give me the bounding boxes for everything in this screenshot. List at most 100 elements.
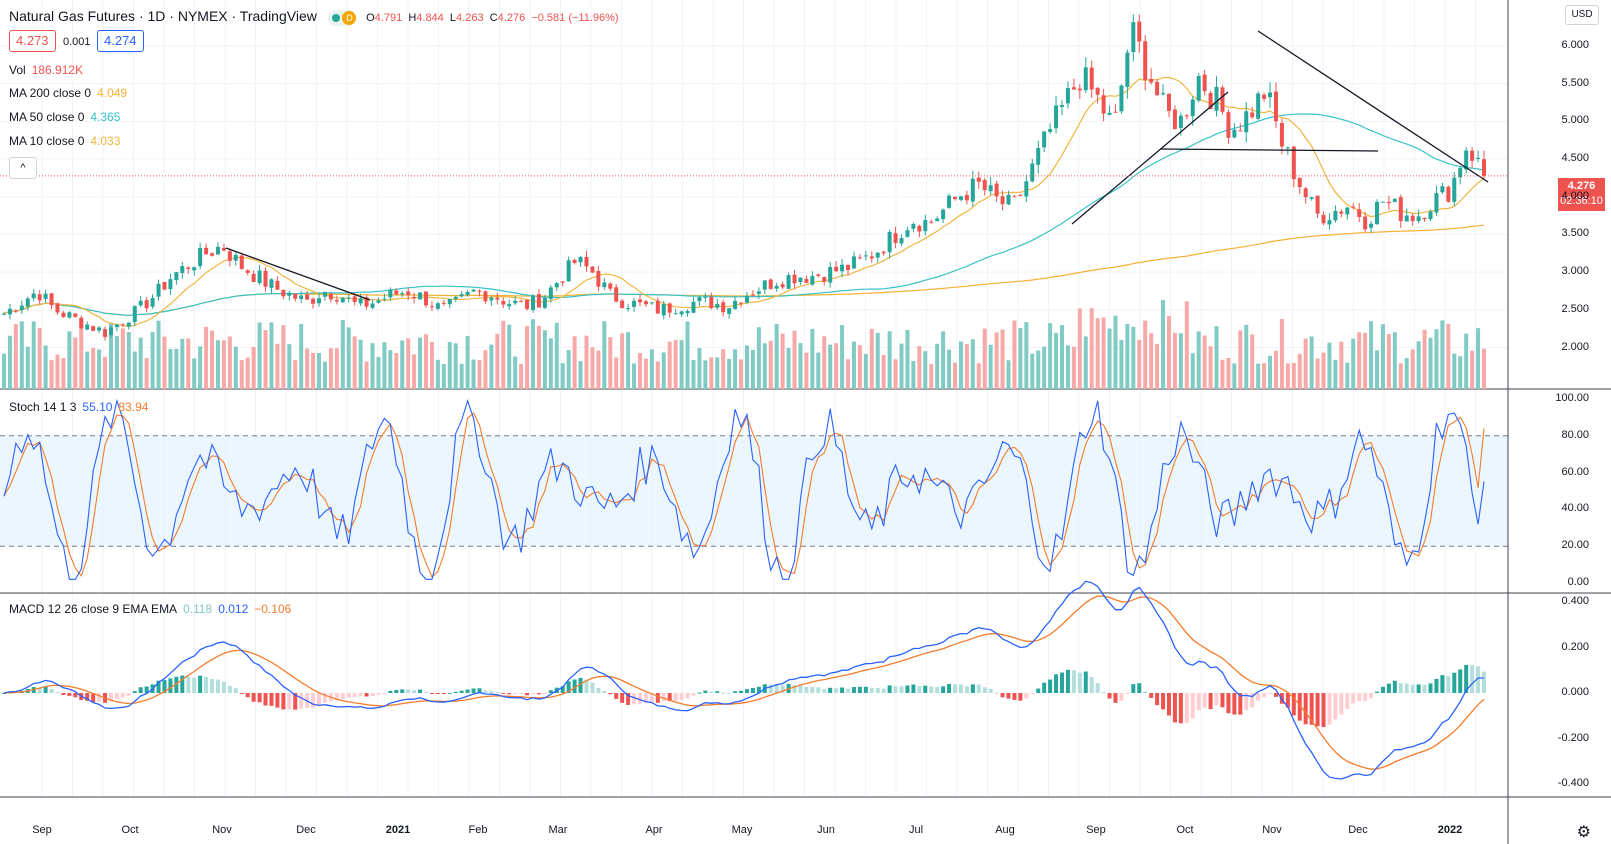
macd-tick-label: 0.400 [1561,595,1589,607]
candle-body [37,294,42,301]
candle-body [1220,87,1225,112]
macd-histogram-bar [1291,693,1296,716]
volume-bar [1369,321,1374,389]
volume-bar [578,361,583,389]
volume-bar [1238,330,1243,389]
stoch-legend[interactable]: Stoch 14 1 3 55.10 83.94 [9,400,149,414]
volume-bar [126,332,131,389]
volume-legend[interactable]: Vol 186.912K [9,63,84,77]
macd-histogram-bar [198,675,203,693]
candle-body [1375,201,1380,225]
symbol-title[interactable]: Natural Gas Futures · 1D · NYMEX · Tradi… [9,8,317,24]
candle-body [1196,75,1201,101]
ma200-legend[interactable]: MA 200 close 0 4.049 [9,86,128,100]
ma50-legend[interactable]: MA 50 close 0 4.365 [9,110,121,124]
candle-body [548,287,553,300]
volume-bar [13,324,18,389]
volume-bar [536,325,541,389]
volume-bar [1190,353,1195,389]
current-price-value: 4.276 [1567,180,1596,192]
volume-bar [180,338,185,389]
candle-body [1446,186,1451,202]
macd-histogram-bar [590,682,595,693]
price-tick-label: 4.000 [1561,189,1589,202]
candle-body [1416,216,1421,221]
sell-price-button[interactable]: 4.273 [9,30,56,52]
macd-histogram-bar [269,693,274,706]
macd-histogram-bar [97,693,102,702]
candle-body [126,322,131,327]
candle-body [923,220,928,232]
macd-histogram-bar [1166,693,1171,716]
collapse-legend-button[interactable]: ^ [9,157,37,179]
volume-bar [251,347,256,389]
macd-histogram-bar [792,685,797,693]
candle-body [328,293,333,300]
currency-button[interactable]: USD [1565,5,1599,25]
candle-body [762,280,767,290]
volume-bar [614,357,619,389]
volume-bar [881,354,886,389]
candle-body [798,277,803,283]
macd-histogram-bar [869,687,874,693]
macd-histogram-bar [1054,674,1059,693]
macd-legend[interactable]: MACD 12 26 close 9 EMA EMA 0.118 0.012 −0.1… [9,602,292,616]
candle-body [388,289,393,298]
candle-body [1321,214,1326,224]
volume-bar [1440,320,1445,389]
macd-histogram-bar [1244,693,1249,711]
open-value: 4.791 [374,12,403,24]
volume-bar [816,352,821,389]
macd-histogram-bar [941,686,946,693]
candle-body [899,238,904,244]
macd-histogram-bar [1077,672,1082,693]
macd-histogram-bar [61,693,66,695]
candle-body [1155,81,1160,96]
volume-bar [608,337,613,389]
macd-signal-line [3,595,1485,770]
macd-histogram-bar [596,687,601,693]
volume-bar [1083,336,1088,389]
market-status-badge[interactable]: D [328,9,357,26]
macd-histogram-bar [1262,693,1267,698]
macd-histogram-bar [406,689,411,693]
candle-body [982,179,987,191]
ohlc-readout: O4.791 H4.844 L4.263 C4.276 −0.581 (−11.… [366,12,619,24]
candle-body [85,324,90,330]
volume-bar [584,335,589,389]
candle-body [709,296,714,309]
volume-bar [988,344,993,389]
macd-histogram-bar [846,688,851,693]
macd-histogram-bar [334,693,339,701]
ma10-legend[interactable]: MA 10 close 0 4.033 [9,134,121,148]
candle-body [281,289,286,297]
macd-histogram-bar [1380,686,1385,693]
volume-bar [1137,339,1142,389]
macd-histogram-bar [1119,693,1124,701]
price-tick-label: 5.000 [1561,114,1589,127]
stoch-tick-label: 40.00 [1561,502,1589,515]
volume-bar [1214,326,1219,389]
volume-bar [120,328,125,389]
candle-body [596,270,601,287]
buy-price-button[interactable]: 4.274 [97,30,144,52]
candle-body [424,291,429,306]
volume-bar [293,360,298,389]
volume-bar [774,323,779,389]
candle-body [43,293,48,299]
candle-body [168,279,173,290]
volume-bar [1291,362,1296,389]
candle-body [174,272,179,281]
gear-icon[interactable]: ⚙ [1576,824,1591,841]
macd-histogram-bar [840,687,845,693]
candle-body [61,312,66,318]
candle-body [364,297,369,307]
macd-histogram-bar [715,691,720,693]
time-tick-label: Sep [32,824,52,836]
volume-bar [1380,324,1385,389]
macd-histogram-bar [233,688,238,693]
candle-body [536,294,541,308]
macd-histogram-bar [1357,693,1362,701]
time-tick-label: May [731,824,753,836]
